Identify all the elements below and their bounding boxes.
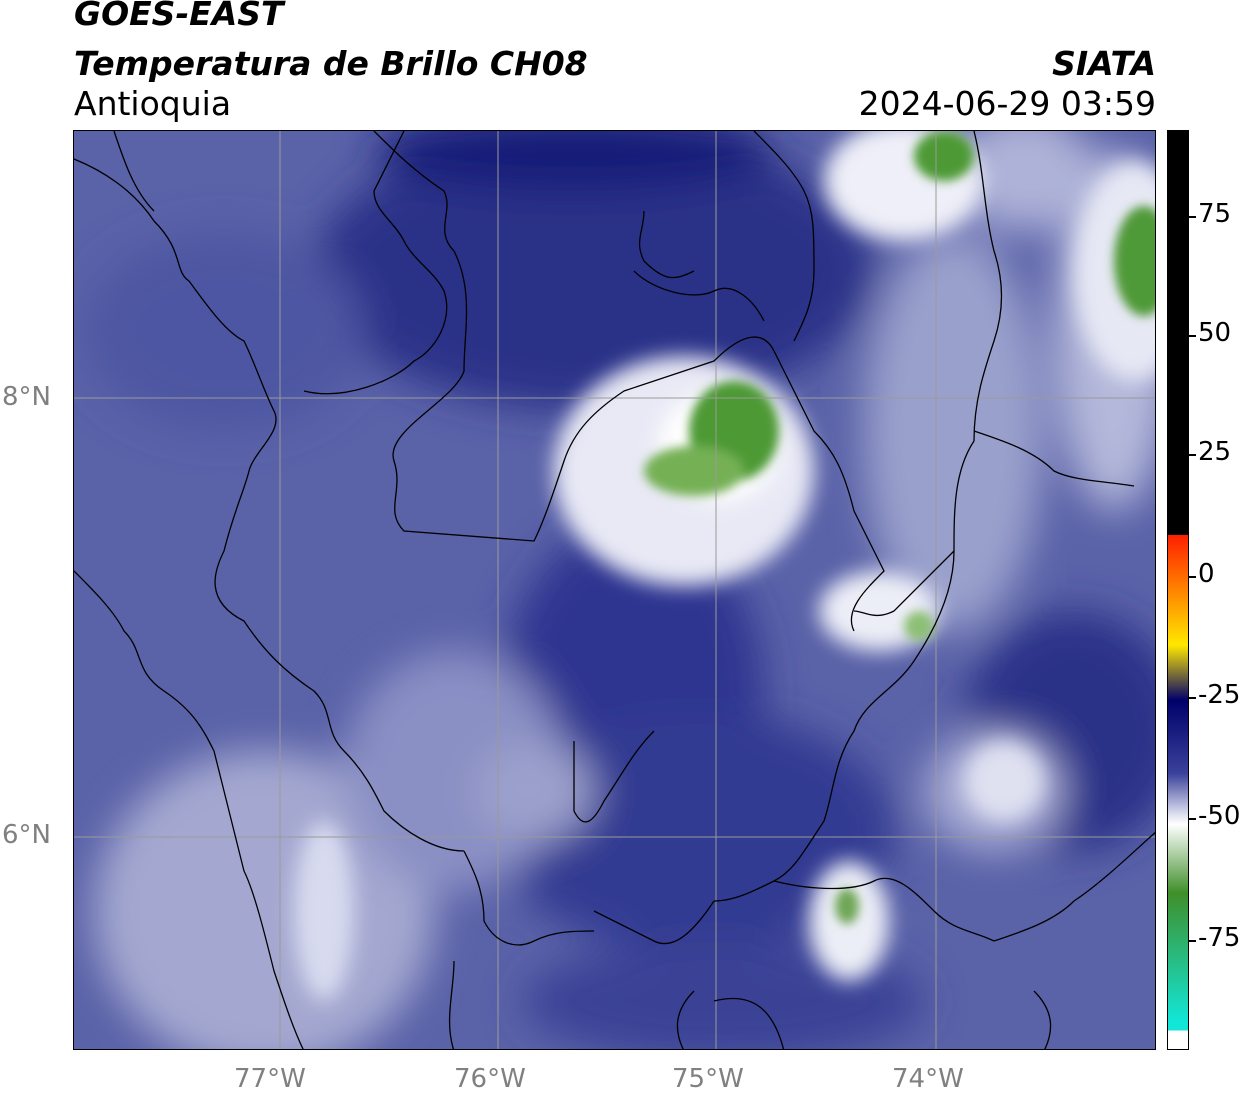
colorbar-label: 50 bbox=[1198, 318, 1232, 348]
lon-label-76w: 76°W bbox=[454, 1064, 526, 1094]
lat-label-6n: 6°N bbox=[2, 820, 51, 850]
colorbar-label: -75 bbox=[1198, 923, 1241, 953]
colorbar bbox=[1167, 130, 1189, 1050]
colorbar-label: -25 bbox=[1198, 680, 1241, 710]
map-canvas bbox=[74, 131, 1155, 1049]
timestamp-label: 2024-06-29 03:59 bbox=[858, 84, 1156, 123]
lon-label-75w: 75°W bbox=[672, 1064, 744, 1094]
product-title: Temperatura de Brillo CH08 bbox=[74, 44, 588, 83]
colorbar-label: 25 bbox=[1198, 437, 1232, 467]
colorbar-label: 0 bbox=[1198, 559, 1215, 589]
colorbar-tick bbox=[1189, 454, 1196, 456]
lat-label-8n: 8°N bbox=[2, 382, 51, 412]
colorbar-tick bbox=[1189, 697, 1196, 699]
colorbar-label: 75 bbox=[1198, 199, 1232, 229]
coldest-tops bbox=[644, 131, 1155, 924]
lon-label-77w: 77°W bbox=[234, 1064, 306, 1094]
brightness-temperature-map bbox=[73, 130, 1156, 1050]
lon-label-74w: 74°W bbox=[892, 1064, 964, 1094]
graticule bbox=[74, 131, 1155, 1049]
colorbar-tick bbox=[1189, 940, 1196, 942]
colorbar-tick bbox=[1189, 335, 1196, 337]
colorbar-tick bbox=[1189, 216, 1196, 218]
region-label: Antioquia bbox=[74, 84, 232, 123]
colorbar-label: -50 bbox=[1198, 801, 1241, 831]
colorbar-tick bbox=[1189, 818, 1196, 820]
cloud-field bbox=[84, 131, 1155, 1049]
satellite-title: GOES-EAST bbox=[74, 0, 284, 33]
colorbar-tick bbox=[1189, 576, 1196, 578]
boundaries bbox=[74, 131, 1155, 1049]
agency-label: SIATA bbox=[1052, 44, 1156, 83]
